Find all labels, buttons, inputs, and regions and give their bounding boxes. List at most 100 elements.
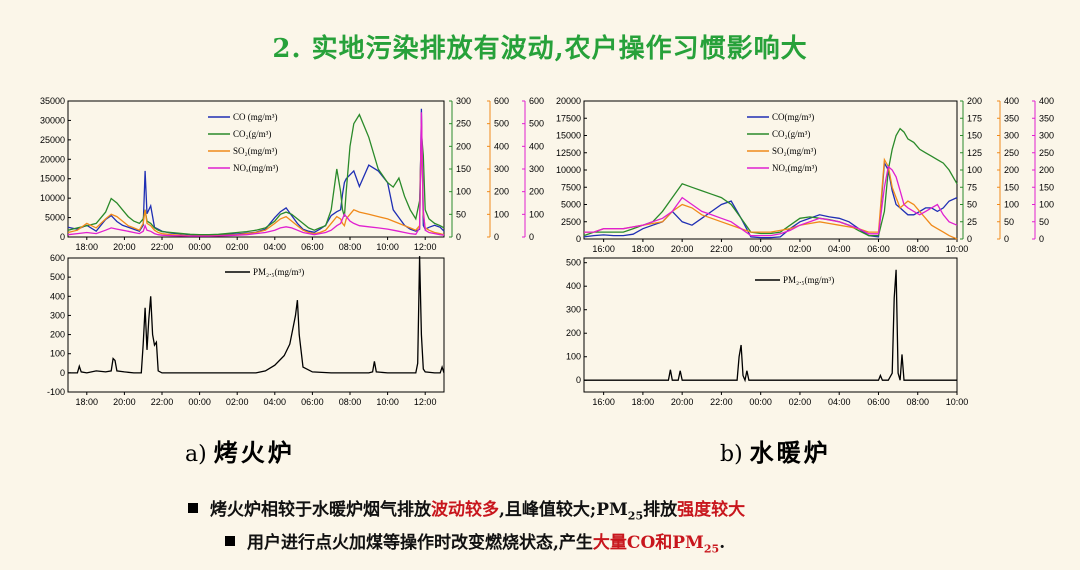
x-tick-label: 10:00: [376, 397, 399, 407]
y-tick-label: 125: [967, 148, 982, 158]
y-tick-label: 175: [967, 113, 982, 123]
x-tick-label: 16:00: [592, 244, 615, 254]
x-tick-label: 12:00: [414, 397, 437, 407]
y-tick-label: 15000: [556, 131, 581, 141]
bullet2-text-c: .: [719, 533, 726, 553]
y-tick-label: 300: [494, 164, 509, 174]
y-tick-label: 200: [566, 328, 581, 338]
bullet-square-icon: [225, 536, 235, 546]
y-tick-label: 200: [494, 187, 509, 197]
bullet2-highlight: 大量CO和PM: [592, 533, 704, 553]
y-tick-label: 100: [1039, 200, 1054, 210]
y-tick-label: 0: [494, 232, 499, 242]
x-tick-label: 06:00: [301, 242, 324, 252]
y-tick-label: 17500: [556, 113, 581, 123]
series-line-pm: [68, 256, 445, 374]
x-tick-label: 08:00: [339, 242, 362, 252]
plot-frame: [67, 257, 445, 393]
y-tick-label: 150: [1039, 182, 1054, 192]
x-tick-label: 02:00: [789, 244, 812, 254]
x-tick-label: 20:00: [671, 244, 694, 254]
legend-label-so2: SO₂(mg/m³): [772, 146, 816, 156]
legend-label-so2: SO₂(mg/m³): [233, 146, 277, 156]
bullet-2: 用户进行点火加煤等操作时改变燃烧状态,产生大量CO和PM25.: [225, 528, 725, 555]
series-line-nox: [584, 165, 958, 237]
y-tick-label: 300: [50, 310, 65, 320]
y-tick-label: 5000: [561, 200, 581, 210]
x-tick-label: 04:00: [264, 242, 287, 252]
x-tick-label: 00:00: [749, 397, 772, 407]
bullet1-text-c: ,且峰值较大;PM: [499, 500, 628, 520]
y-tick-label: 50: [456, 209, 466, 219]
x-tick-label: 12:00: [414, 242, 437, 252]
y-tick-label: 0: [967, 234, 972, 244]
series-line-so2: [67, 123, 445, 237]
x-tick-label: 16:00: [592, 397, 615, 407]
series-line-so2: [584, 157, 958, 240]
slide-title: 2. 实地污染排放有波动,农户操作习惯影响大: [272, 34, 808, 64]
y-tick-label: 200: [529, 187, 544, 197]
y-tick-label: 300: [1039, 131, 1054, 141]
x-tick-label: 18:00: [76, 242, 99, 252]
plot-frame: [583, 257, 958, 393]
x-tick-label: 22:00: [710, 397, 733, 407]
legend-label-co: CO (mg/m³): [233, 112, 277, 122]
y-tick-label: 500: [50, 272, 65, 282]
x-tick-label: 02:00: [226, 242, 249, 252]
y-tick-label: 150: [456, 164, 471, 174]
x-tick-label: 10:00: [946, 397, 969, 407]
y-tick-label: 200: [456, 141, 471, 151]
x-tick-label: 04:00: [264, 397, 287, 407]
x-tick-label: 04:00: [828, 244, 851, 254]
bullet2-text-a: 用户进行点火加煤等操作时改变燃烧状态,产生: [247, 533, 593, 553]
y-tick-label: 600: [529, 96, 544, 106]
x-tick-label: 06:00: [867, 397, 890, 407]
y-tick-label: 200: [50, 330, 65, 340]
caption-a: a) 烤火炉: [185, 433, 295, 468]
y-tick-label: 500: [529, 119, 544, 129]
bullet1-text-a: 烤火炉相较于水暖炉烟气排放: [210, 500, 431, 520]
y-tick-label: 0: [1004, 234, 1009, 244]
y-tick-label: 600: [494, 96, 509, 106]
y-tick-label: 10000: [40, 193, 65, 203]
y-tick-label: 0: [60, 232, 65, 242]
legend-label-nox: NOₓ(mg/m³): [772, 163, 817, 173]
y-tick-label: 0: [456, 232, 461, 242]
y-tick-label: 400: [566, 281, 581, 291]
y-tick-label: 350: [1004, 113, 1019, 123]
legend-label-pm: PM₂.₅(mg/m³): [783, 275, 834, 285]
x-tick-label: 18:00: [632, 244, 655, 254]
x-tick-label: 06:00: [867, 244, 890, 254]
x-tick-label: 02:00: [226, 397, 249, 407]
y-tick-label: 600: [50, 253, 65, 263]
bullet-square-icon: [188, 503, 198, 513]
x-tick-label: 18:00: [76, 397, 99, 407]
series-line-co: [67, 108, 445, 236]
x-tick-label: 08:00: [906, 244, 929, 254]
y-tick-label: 200: [1039, 165, 1054, 175]
y-tick-label: 400: [1039, 96, 1054, 106]
y-tick-label: 300: [456, 96, 471, 106]
x-tick-label: 10:00: [946, 244, 969, 254]
caption-b-letter: b): [720, 442, 743, 467]
y-tick-label: 0: [1039, 234, 1044, 244]
y-tick-label: 100: [1004, 200, 1019, 210]
y-tick-label: 250: [1004, 148, 1019, 158]
x-tick-label: 18:00: [632, 397, 655, 407]
y-tick-label: 15000: [40, 174, 65, 184]
y-tick-label: 500: [566, 258, 581, 268]
legend-label-pm: PM₂.₅(mg/m³): [253, 267, 304, 277]
y-tick-label: 2500: [561, 217, 581, 227]
y-tick-label: 300: [566, 305, 581, 315]
y-tick-label: 50: [1004, 217, 1014, 227]
y-tick-label: 75: [967, 182, 977, 192]
y-tick-label: 300: [529, 164, 544, 174]
x-tick-label: 00:00: [749, 244, 772, 254]
series-line-nox: [67, 112, 445, 237]
y-tick-label: 200: [967, 96, 982, 106]
y-tick-label: 400: [494, 141, 509, 151]
legend-label-co2: CO₂(g/m³): [233, 129, 271, 139]
